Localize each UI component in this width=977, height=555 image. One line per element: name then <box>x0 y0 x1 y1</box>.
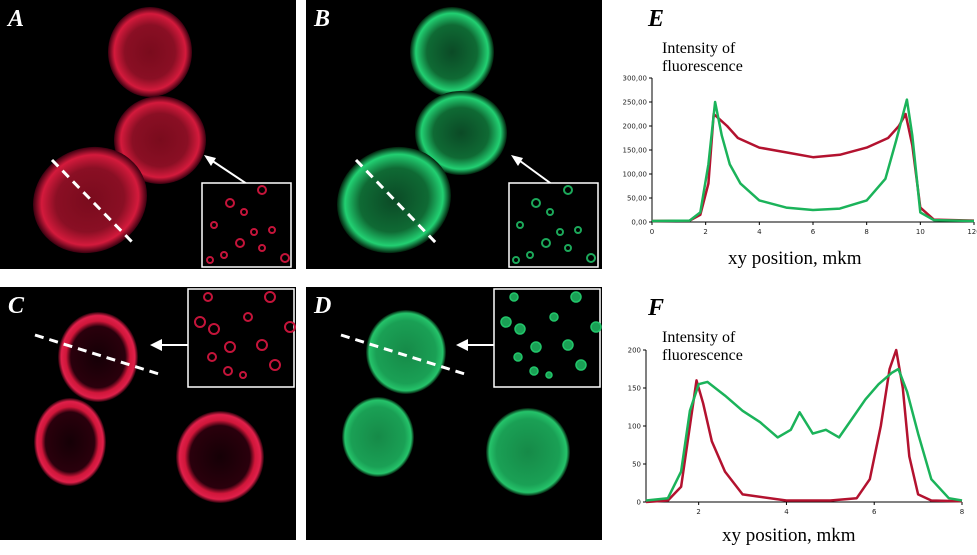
chart-e-xtick-label: 10 <box>916 228 925 236</box>
micrograph-a-image <box>33 7 292 268</box>
chart-label-e: E <box>648 6 665 32</box>
micrograph-panel-d: D <box>306 287 602 540</box>
chart-f-ytick-label: 100 <box>628 423 641 431</box>
chart-e-xtick-label: 2 <box>703 228 707 236</box>
chart-f-ytick-label: 0 <box>637 499 641 507</box>
chart-e-ytick-label: 300,00 <box>623 75 648 83</box>
chart-e-xtick-label: 120 <box>967 228 977 236</box>
chart-f-ylabel-line1: Intensity of <box>662 329 736 346</box>
micrograph-b-image <box>337 7 599 268</box>
chart-e-ylabel-line1: Intensity of <box>662 40 736 57</box>
chart-e-ytick-label: 250,00 <box>623 99 648 107</box>
chart-f: 0 50 100 150 200 2 4 6 8 <box>612 342 977 520</box>
chart-e-xtick-label: 4 <box>757 228 762 236</box>
chart-f-xlabel: xy position, mkm <box>722 525 856 546</box>
micrograph-panel-a: A <box>0 0 296 269</box>
chart-f-ylabel-line2: fluorescence <box>662 347 743 364</box>
chart-e-xtick-label: 0 <box>650 228 654 236</box>
chart-f-ytick-label: 200 <box>628 347 641 355</box>
micrograph-panel-c: C <box>0 287 296 540</box>
micrograph-panel-b: B <box>306 0 602 269</box>
chart-e: 0,00 50,00 100,00 150,00 200,00 250,00 300,00 0… <box>612 72 977 244</box>
chart-f-xtick-label: 6 <box>872 508 877 516</box>
chart-e-ylabel-line2: fluorescence <box>662 58 743 75</box>
chart-e-xtick-label: 6 <box>811 228 816 236</box>
chart-f-xtick-label: 2 <box>696 508 700 516</box>
chart-f-xtick-label: 8 <box>960 508 964 516</box>
chart-f-xtick-label: 4 <box>784 508 789 516</box>
panel-label-c: C <box>8 293 25 319</box>
chart-e-svg: 0,00 50,00 100,00 150,00 200,00 250,00 300,00 0… <box>623 75 977 237</box>
panel-label-b: B <box>314 6 331 32</box>
chart-e-ytick-label: 50,00 <box>627 195 647 203</box>
panel-label-d: D <box>314 293 332 319</box>
micrograph-c-image <box>34 288 296 503</box>
chart-e-series-line-1 <box>651 98 975 223</box>
chart-label-f: F <box>648 295 665 321</box>
chart-e-xlabel: xy position, mkm <box>728 248 862 269</box>
chart-e-ytick-label: 150,00 <box>623 147 648 155</box>
chart-e-series-line-0 <box>651 112 975 223</box>
chart-f-ytick-label: 50 <box>632 461 641 469</box>
chart-f-series-line-1 <box>645 367 963 502</box>
chart-e-ytick-label: 100,00 <box>623 171 648 179</box>
micrograph-d-image <box>340 288 602 496</box>
chart-f-ylabel: Intensity of fluorescence <box>662 329 743 365</box>
chart-f-series-line-0 <box>645 348 963 504</box>
chart-f-ytick-label: 150 <box>628 385 641 393</box>
chart-f-svg: 0 50 100 150 200 2 4 6 8 <box>628 347 965 517</box>
chart-e-ytick-label: 0,00 <box>631 219 647 227</box>
chart-e-xtick-label: 8 <box>864 228 868 236</box>
panel-label-a: A <box>8 6 25 32</box>
chart-e-ylabel: Intensity of fluorescence <box>662 40 743 76</box>
chart-e-ytick-label: 200,00 <box>623 123 648 131</box>
